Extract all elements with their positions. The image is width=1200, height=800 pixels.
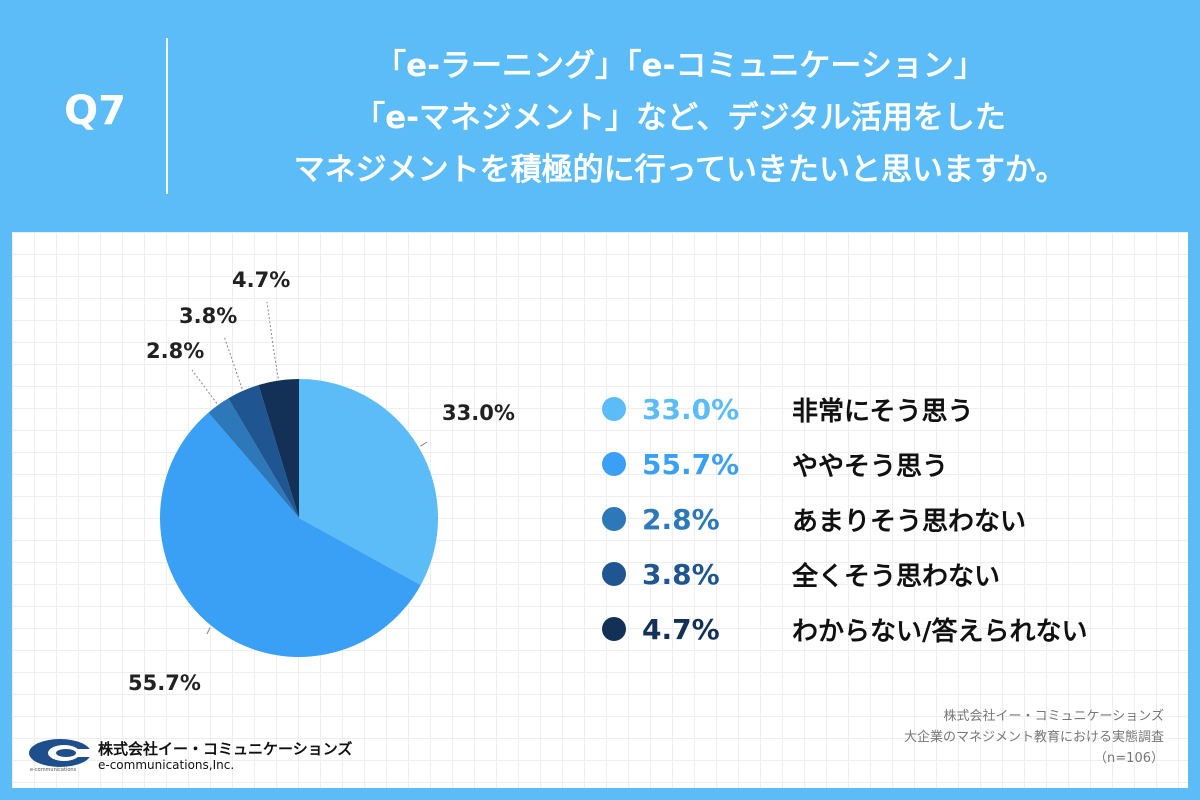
legend-item-not-at-all: 3.8% 全くそう思わない (602, 547, 1162, 601)
slice-value-label: 55.7% (128, 671, 201, 695)
legend-label: 非常にそう思う (792, 396, 974, 427)
question-text: 「e-ラーニング」「e-コミュニケーション」 「e-マネジメント」など、デジタル… (180, 40, 1180, 196)
legend-swatch (602, 452, 626, 476)
source-sample-size: （n=106） (1094, 751, 1164, 766)
question-number: Q7 (64, 88, 126, 134)
slice-dont-know (258, 379, 299, 518)
company-logo: e-communications 株式会社イー・コミュニケーションズ e-com… (28, 732, 368, 780)
slice-very-much (299, 379, 438, 585)
header-divider (166, 38, 168, 194)
pie-chart: 33.0% 55.7% 2.8% 3.8% 4.7% (128, 268, 515, 695)
legend-item-very-much: 33.0% 非常にそう思う (602, 382, 1162, 436)
chart-legend: 33.0% 非常にそう思う 55.7% ややそう思う 2.8% あまりそう思わな… (602, 382, 1162, 657)
legend-value: 2.8% (642, 502, 720, 536)
legend-swatch (602, 562, 626, 586)
leader-line (223, 335, 243, 390)
legend-swatch (602, 507, 626, 531)
legend-label: わからない/答えられない (792, 616, 1088, 647)
legend-item-dont-know: 4.7% わからない/答えられない (602, 602, 1162, 656)
question-line-3: マネジメントを積極的に行っていきたいと思いますか。 (293, 152, 1067, 188)
legend-label: ややそう思う (792, 451, 949, 482)
slice-value-label: 3.8% (179, 304, 237, 328)
logo-english-name: e-communications,Inc. (98, 758, 235, 772)
header-banner: Q7 「e-ラーニング」「e-コミュニケーション」 「e-マネジメント」など、デ… (0, 0, 1200, 232)
leader-line (206, 627, 211, 635)
leader-line (420, 441, 428, 447)
logo-tagline: e-communications (30, 767, 77, 773)
legend-value: 55.7% (642, 447, 740, 481)
slice-not-at-all (228, 385, 299, 518)
leader-line (266, 301, 279, 379)
legend-label: 全くそう思わない (792, 561, 1001, 592)
slice-value-label: 33.0% (442, 401, 515, 425)
source-note: 株式会社イー・コミュニケーションズ 大企業のマネジメント教育における実態調査 （… (904, 706, 1164, 769)
slice-not-much (208, 398, 299, 518)
legend-value: 3.8% (642, 557, 720, 591)
legend-item-not-much: 2.8% あまりそう思わない (602, 492, 1162, 546)
source-company: 株式会社イー・コミュニケーションズ (943, 709, 1164, 724)
slice-somewhat (160, 412, 421, 657)
legend-item-somewhat: 55.7% ややそう思う (602, 437, 1162, 491)
leader-line (191, 369, 218, 404)
logo-mark-icon (29, 739, 92, 767)
chart-panel: 33.0% 55.7% 2.8% 3.8% 4.7% 33.0% 非常にそう思う 55.… (12, 232, 1188, 788)
slice-value-label: 4.7% (232, 268, 290, 292)
legend-value: 4.7% (642, 612, 720, 646)
legend-value: 33.0% (642, 392, 740, 426)
slice-value-label: 2.8% (146, 339, 204, 363)
logo-company-name: 株式会社イー・コミュニケーションズ (98, 740, 353, 758)
question-line-1: 「e-ラーニング」「e-コミュニケーション」 (375, 48, 985, 84)
legend-swatch (602, 397, 626, 421)
source-survey: 大企業のマネジメント教育における実態調査 (903, 730, 1164, 745)
question-line-2: 「e-マネジメント」など、デジタル活用をした (354, 100, 1006, 136)
legend-label: あまりそう思わない (792, 506, 1027, 537)
legend-swatch (602, 617, 626, 641)
